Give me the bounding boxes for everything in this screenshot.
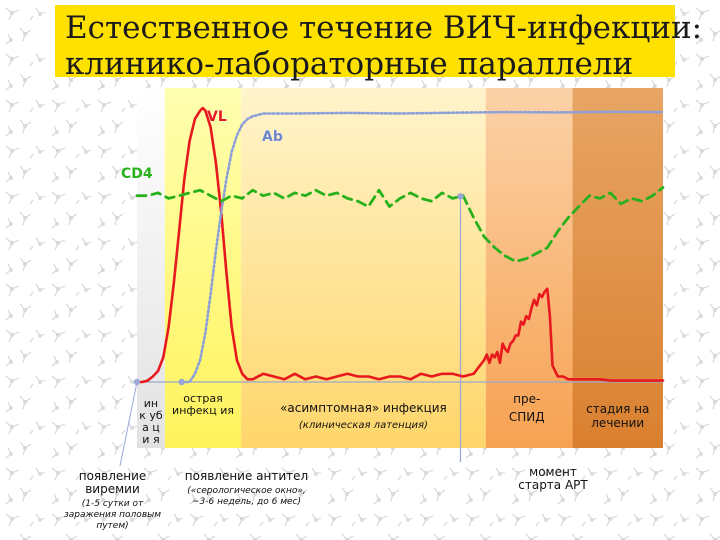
phase-band-incubation	[137, 88, 165, 448]
phase-band-preaids	[485, 88, 573, 448]
series-label-vl: VL	[207, 109, 227, 125]
phase-label-preaids: пре- СПИД	[486, 390, 573, 426]
phase-label-asymptomatic-text: «асимптомная» инфекция	[280, 401, 447, 415]
annotation-viremia-note: (1-5 сутки от заражения половым путем)	[63, 499, 162, 531]
marker-antibody-onset	[178, 378, 185, 386]
phase-label-asymptomatic-sublabel: (клиническая латенция)	[298, 420, 428, 431]
series-label-cd4: CD4	[121, 166, 153, 182]
slide-title: Естественное течение ВИЧ-инфекции: клини…	[65, 10, 703, 82]
title-line-2: клинико-лабораторные параллели	[65, 46, 634, 82]
series-line-vl	[135, 106, 665, 384]
phase-band-treatment	[572, 88, 663, 448]
annotation-antibodies-note: («серологическое окно», ~3-6 недель, до …	[187, 486, 306, 507]
marker-viremia-onset	[133, 378, 141, 386]
series-line-ab	[180, 110, 665, 384]
annotation-art-label: момент старта АРТ	[518, 465, 588, 492]
phase-label-preaids-text: пре- СПИД	[508, 392, 545, 424]
phase-label-treatment-text: стадия на лечении	[586, 402, 650, 430]
annotation-art-start: момент старта АРТ	[516, 466, 590, 492]
title-line-1: Естественное течение ВИЧ-инфекции:	[65, 10, 703, 46]
phase-label-acute-text: острая инфекц ия	[172, 392, 234, 417]
phase-band-asymptomatic	[241, 88, 486, 448]
pointer-line-viremia	[119, 381, 138, 467]
phase-band-acute	[164, 88, 242, 448]
phase-label-acute: острая инфекц ия	[165, 393, 241, 417]
annotation-antibodies-label: появление антител	[184, 469, 309, 483]
series-line-cd4	[135, 186, 665, 263]
series-label-ab: Ab	[262, 129, 283, 145]
phase-label-incubation-text: ин к уб а ци я	[139, 397, 163, 446]
annotation-antibodies: появление антител («серологическое окно»…	[184, 470, 309, 508]
phase-label-treatment: стадия на лечении	[573, 402, 663, 430]
phase-label-asymptomatic: «асимптомная» инфекция (клиническая латен…	[241, 401, 486, 433]
marker-art-start	[457, 193, 464, 200]
phase-label-incubation: ин к уб а ци я	[137, 398, 165, 446]
annotation-viremia-label: появление виремии	[78, 469, 147, 496]
title-band	[55, 5, 675, 77]
annotation-viremia: появление виремии (1-5 сутки от заражени…	[55, 470, 170, 532]
